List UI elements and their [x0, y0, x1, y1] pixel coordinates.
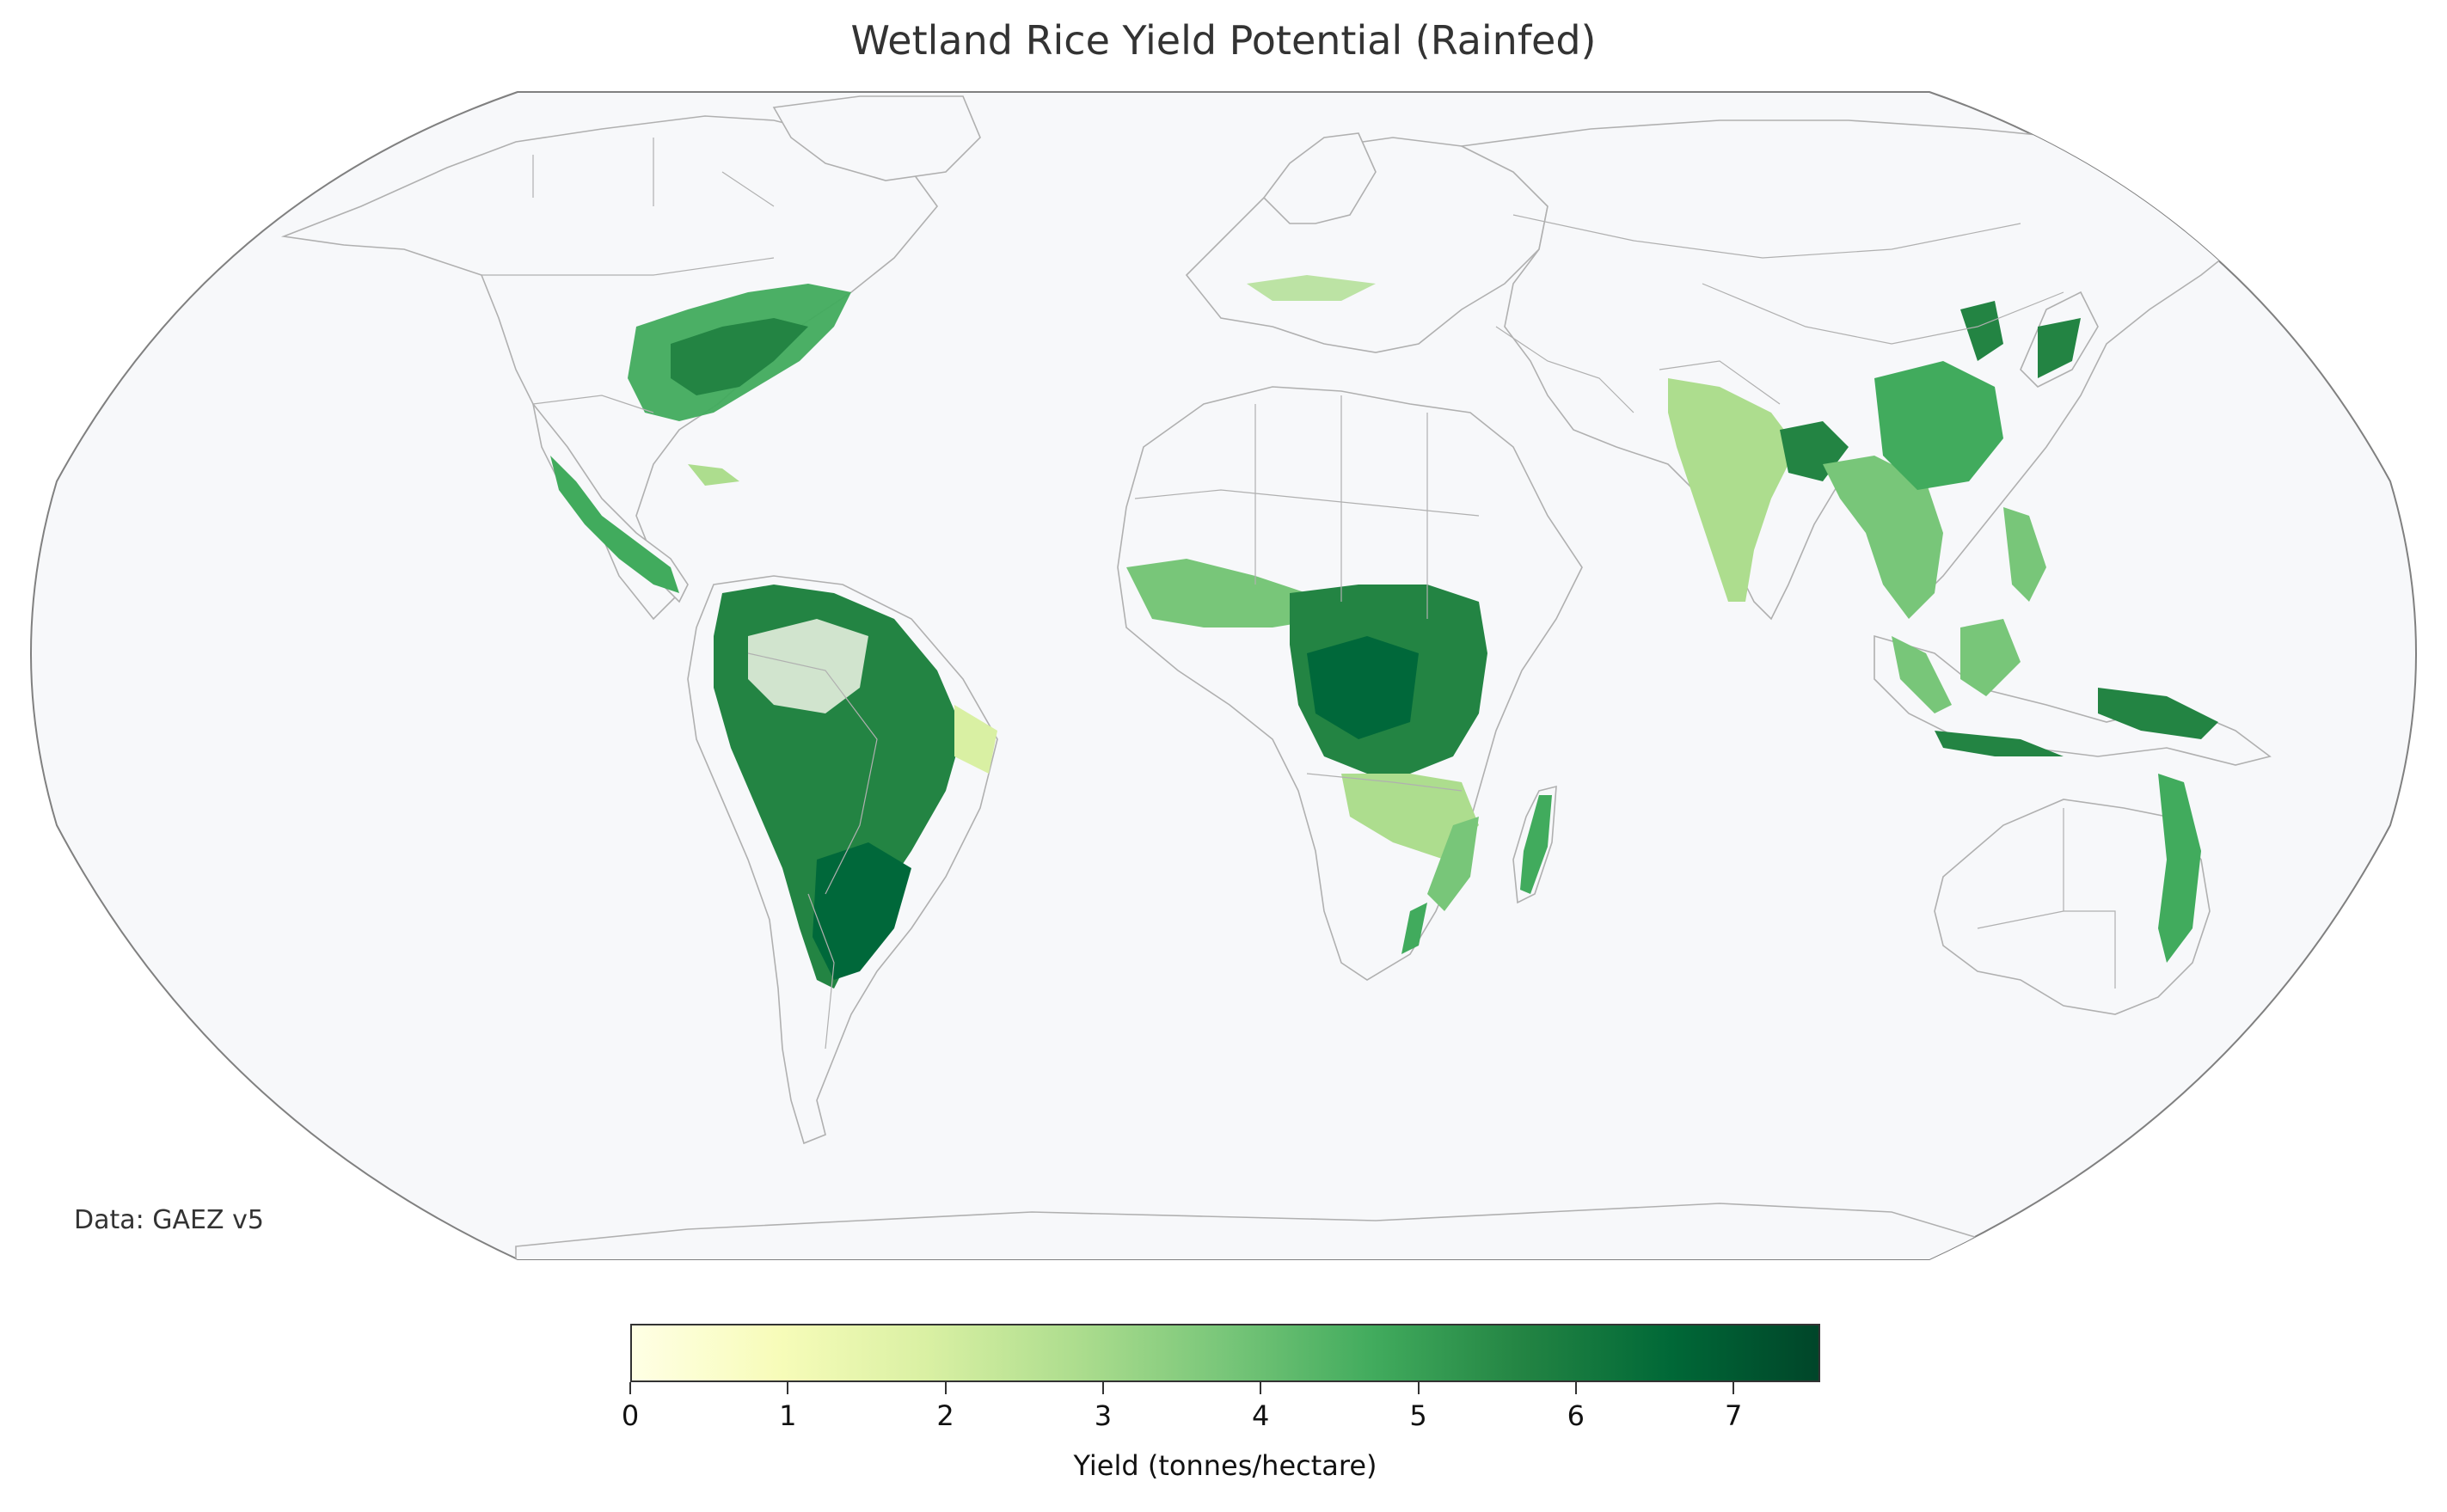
colorbar-tick-label: 5	[1409, 1399, 1427, 1432]
yield-region-central-america	[550, 456, 679, 593]
border-us-canada	[481, 257, 775, 276]
border-brazil	[747, 652, 878, 895]
yield-region-mozambique	[1427, 817, 1479, 911]
colorbar-tick	[1733, 1382, 1735, 1394]
colorbar-tick	[1101, 1382, 1104, 1394]
land-layer	[280, 95, 2272, 1259]
colorbar-tick-label: 7	[1724, 1399, 1743, 1432]
yield-region-southern-africa	[1341, 774, 1479, 860]
border-russia	[1512, 214, 2021, 259]
antarctica-outline	[515, 1203, 1978, 1259]
colorbar-axis: 0 1 2 3 4 5 6 7	[622, 1382, 1820, 1434]
map-title: Wetland Rice Yield Potential (Rainfed)	[850, 17, 1597, 64]
yield-region-west-africa	[1126, 559, 1324, 627]
north-america-outline	[280, 115, 939, 621]
colorbar-tick-label: 6	[1567, 1399, 1585, 1432]
yield-region-southeast-asia	[1823, 456, 1943, 619]
colorbar-tick	[787, 1382, 789, 1394]
yield-region-java	[1935, 731, 2064, 756]
yield-region-congo-dark	[1307, 636, 1419, 739]
colorbar-tick	[1260, 1382, 1262, 1394]
colorbar-label: Yield (tonnes/hectare)	[1073, 1449, 1377, 1482]
yield-region-south-africa-coast	[1401, 903, 1427, 954]
border-africa-south	[1306, 773, 1463, 792]
yield-region-paraguay	[813, 842, 911, 980]
colorbar-tick	[1417, 1382, 1420, 1394]
colorbar-tick-label: 0	[621, 1399, 640, 1432]
yield-region-southern-china	[1874, 361, 2003, 490]
border-canada	[532, 138, 775, 207]
yield-region-borneo	[1960, 619, 2021, 696]
country-borders	[481, 138, 2116, 1050]
colorbar-tick-label: 4	[1252, 1399, 1270, 1432]
colorbar	[630, 1324, 1820, 1382]
colorbar-tick	[1574, 1382, 1577, 1394]
yield-region-madagascar	[1520, 795, 1552, 894]
border-argentina	[807, 893, 835, 1050]
yield-region-india	[1668, 378, 1797, 602]
colorbar-tick	[944, 1382, 947, 1394]
colorbar-tick-label: 1	[779, 1399, 797, 1432]
australia-outline	[1934, 799, 2211, 1015]
border-china	[1702, 283, 2064, 345]
yield-region-sumatra	[1892, 636, 1952, 713]
border-india	[1659, 360, 1781, 405]
data-source-note: Data: GAEZ v5	[74, 1205, 264, 1235]
border-middle-east	[1495, 326, 1634, 413]
colorbar-tick-label: 2	[936, 1399, 954, 1432]
border-africa-vertical	[1254, 395, 1428, 619]
yield-region-caribbean	[688, 464, 739, 486]
border-africa-sahel	[1134, 489, 1480, 517]
yield-region-southern-europe	[1247, 275, 1376, 301]
yield-region-eastern-us-dark	[671, 318, 808, 395]
colorbar-tick-label: 3	[1094, 1399, 1113, 1432]
yield-region-ne-brazil	[954, 705, 997, 774]
greenland-outline	[772, 95, 981, 181]
scandinavia-outline	[1262, 132, 1377, 224]
yield-region-eastern-australia	[2158, 774, 2201, 963]
yield-region-philippines	[2003, 507, 2046, 602]
colorbar-fill	[630, 1324, 1820, 1382]
border-us-mexico	[532, 395, 654, 413]
colorbar-tick	[629, 1382, 631, 1394]
border-australia	[1977, 808, 2116, 989]
yield-region-japan-korea	[1960, 301, 2081, 378]
yield-region-new-guinea	[2098, 688, 2218, 739]
